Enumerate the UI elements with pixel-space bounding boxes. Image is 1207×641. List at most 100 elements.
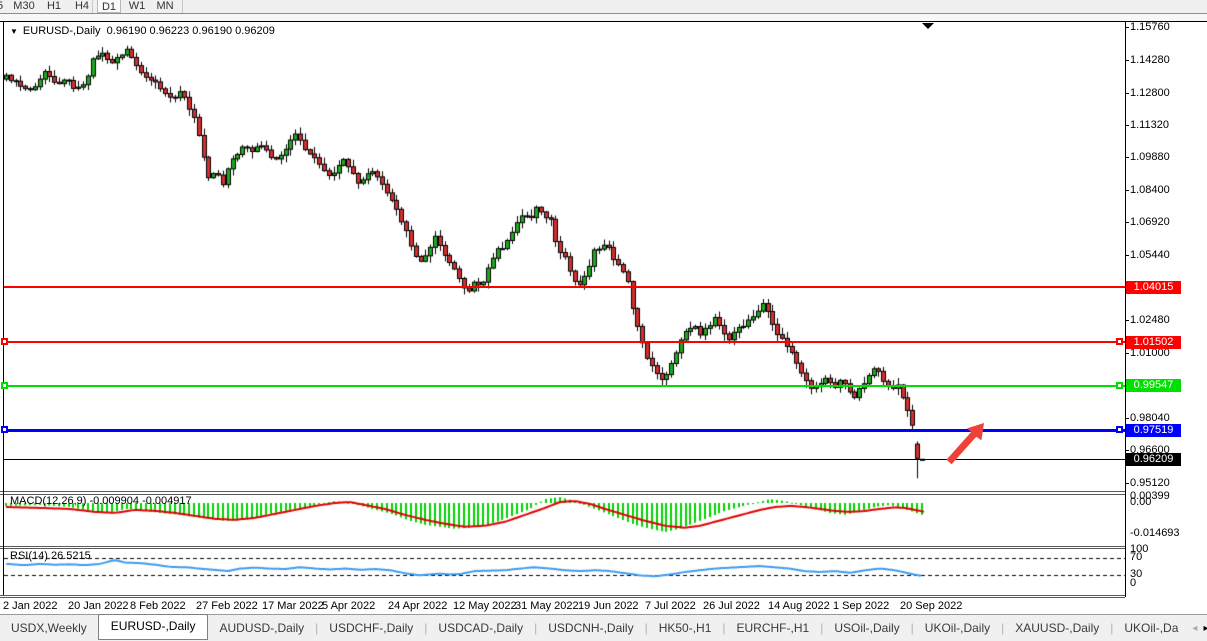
timeframe-button-h1[interactable]: H1 (46, 0, 62, 12)
chart-tab-usdx-weekly[interactable]: USDX,Weekly (11, 621, 87, 635)
chart-tab-eurusd-daily[interactable]: EURUSD-,Daily (97, 613, 209, 640)
chart-tab-audusd-daily[interactable]: AUDUSD-,Daily (219, 621, 305, 635)
current-price-line[interactable] (4, 458, 1125, 460)
chart-left-border (3, 21, 4, 595)
date-tick-label: 24 Apr 2022 (388, 600, 448, 612)
panel-separator[interactable] (0, 494, 1125, 495)
date-tick-label: 31 May 2022 (515, 600, 579, 612)
chart-tab-hk50-h1[interactable]: HK50-,H1 (658, 621, 712, 635)
date-tick-label: 7 Jul 2022 (645, 600, 696, 612)
panel-separator[interactable] (0, 548, 1125, 549)
price-tick-label: 1.05440 (1125, 249, 1170, 262)
price-level-badge: 1.04015 (1126, 280, 1181, 294)
date-tick-label: 17 Mar 2022 (262, 600, 324, 612)
price-tick-label: 1.01000 (1125, 347, 1170, 360)
chart-symbol-label: EURUSD-,Daily (22, 25, 101, 37)
indicator-axis-label: 70 (1130, 551, 1143, 563)
tab-separator: | (315, 621, 319, 635)
price-tick-label: 1.02480 (1125, 314, 1170, 327)
timeframe-button-m30[interactable]: M30 (13, 0, 35, 12)
price-chart-canvas[interactable] (4, 22, 1125, 492)
price-tick-label: 1.08400 (1125, 183, 1170, 196)
horizontal-level-line[interactable] (4, 341, 1125, 344)
line-drag-handle[interactable] (1, 381, 8, 389)
tab-separator: | (722, 621, 726, 635)
price-level-badge: 0.97519 (1126, 423, 1181, 437)
timeframe-button-h4[interactable]: H4 (74, 0, 90, 12)
indicator-axis-label: -0.014693 (1130, 527, 1180, 539)
chart-tab-usdcnh-daily[interactable]: USDCNH-,Daily (548, 621, 634, 635)
tab-separator: | (1001, 621, 1005, 635)
price-tick-label: 1.11320 (1125, 119, 1169, 132)
price-tick-label: 1.09880 (1125, 151, 1170, 164)
price-level-badge: 0.99547 (1126, 379, 1181, 393)
timeframe-button-d1[interactable]: D1 (97, 0, 121, 13)
line-drag-handle[interactable] (1, 426, 8, 434)
chart-tab-usdcad-daily[interactable]: USDCAD-,Daily (438, 621, 524, 635)
date-tick-label: 5 Apr 2022 (322, 600, 376, 612)
chart-tab-ukoil-daily[interactable]: UKOil-,Daily (924, 621, 991, 635)
timeframe-button-mn[interactable]: MN (156, 0, 174, 12)
chart-tab-ukoil-da[interactable]: UKOil-,Da (1124, 621, 1179, 635)
tab-separator: | (534, 621, 538, 635)
date-tick-label: 20 Sep 2022 (900, 600, 963, 612)
horizontal-level-line[interactable] (4, 286, 1125, 288)
panel-separator (0, 595, 1125, 596)
date-tick-label: 19 Jun 2022 (578, 600, 639, 612)
indicator-axis-label: 30 (1130, 568, 1143, 580)
horizontal-level-line[interactable] (4, 428, 1125, 432)
line-drag-handle[interactable] (1116, 426, 1123, 434)
date-tick-label: 14 Aug 2022 (768, 600, 830, 612)
line-drag-handle[interactable] (1116, 338, 1123, 346)
tab-scroll-right-icon[interactable]: ▸ (1203, 622, 1207, 634)
chart-tab-bar: USDX,Weekly EURUSD-,Daily AUDUSD-,Daily | US… (0, 613, 1207, 641)
panel-separator[interactable] (0, 546, 1125, 547)
price-tick-label: 1.15760 (1125, 21, 1170, 34)
date-tick-label: 2 Jan 2022 (3, 600, 58, 612)
indicator-axis-label: 0.00 (1130, 496, 1152, 508)
date-tick-label: 20 Jan 2022 (68, 600, 129, 612)
date-tick-label: 8 Feb 2022 (130, 600, 186, 612)
line-drag-handle[interactable] (1116, 381, 1123, 389)
chart-top-border (0, 21, 1207, 22)
price-tick-label: 1.12800 (1125, 86, 1170, 99)
line-drag-handle[interactable] (1, 338, 8, 346)
date-tick-label: 1 Sep 2022 (833, 600, 890, 612)
tab-scroll-left-icon[interactable]: ◂ (1192, 622, 1198, 634)
rsi-indicator-canvas[interactable] (4, 548, 1125, 595)
toolbar-separator (182, 0, 183, 13)
timeframe-button-5[interactable]: 5 (0, 0, 6, 13)
panel-separator[interactable] (0, 491, 1125, 492)
tab-separator: | (644, 621, 648, 635)
chart-dropdown-icon[interactable]: ▼ (10, 27, 18, 36)
timeframe-button-w1[interactable]: W1 (128, 0, 146, 12)
trend-arrow-annotation[interactable] (944, 421, 988, 467)
price-tick-label: 1.14280 (1125, 53, 1170, 66)
indicator-axis-label: 0 (1130, 577, 1137, 589)
price-level-badge: 0.96209 (1126, 452, 1181, 466)
chart-tab-eurchf-h1[interactable]: EURCHF-,H1 (736, 621, 810, 635)
tab-separator: | (1110, 621, 1114, 635)
toolbar-divider (0, 13, 1207, 14)
chart-tab-usdchf-daily[interactable]: USDCHF-,Daily (329, 621, 414, 635)
chart-shift-marker-icon[interactable] (922, 23, 934, 29)
chart-title: ▼ EURUSD-,Daily 0.96190 0.96223 0.96190 0… (10, 25, 275, 37)
toolbar-separator (92, 0, 93, 13)
tab-separator: | (910, 621, 914, 635)
horizontal-level-line[interactable] (4, 384, 1125, 387)
timeframe-toolbar: 5 M30 H1 H4 D1 W1 MN (0, 0, 1207, 13)
chart-tab-xauusd-daily[interactable]: XAUUSD-,Daily (1015, 621, 1100, 635)
price-axis-line[interactable] (1125, 21, 1126, 597)
date-axis-border (0, 597, 1125, 598)
tab-separator: | (424, 621, 428, 635)
indicator-axis-label: 100 (1130, 543, 1149, 555)
macd-indicator-canvas[interactable] (4, 493, 1125, 546)
chart-tab-usoil-daily[interactable]: USOil-,Daily (834, 621, 900, 635)
chart-ohlc-values: 0.96190 0.96223 0.96190 0.96209 (106, 25, 275, 37)
window-chrome-strip (0, 14, 1207, 21)
date-tick-label: 26 Jul 2022 (703, 600, 760, 612)
price-tick-label: 0.95120 (1125, 476, 1170, 489)
price-level-badge: 1.01502 (1126, 335, 1181, 349)
rsi-label: RSI(14) 26.5215 (10, 550, 91, 562)
date-tick-label: 12 May 2022 (453, 600, 517, 612)
